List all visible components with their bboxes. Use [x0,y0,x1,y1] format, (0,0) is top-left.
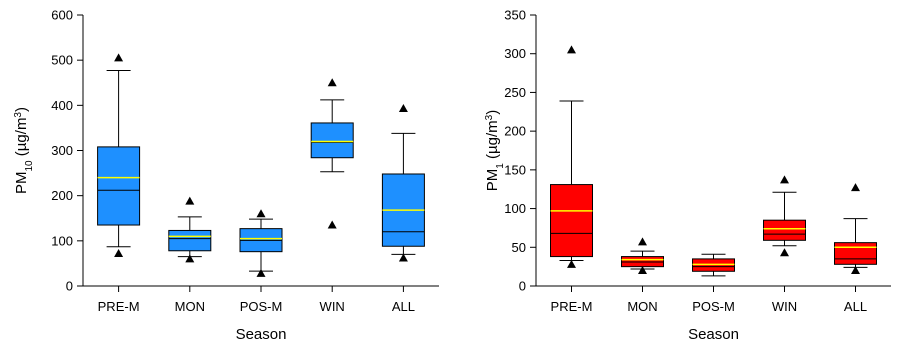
box-win [763,175,806,257]
x-tick-label: POS-M [240,299,283,314]
y-axis-title-close: ) [13,107,30,112]
upper-outlier-marker [185,196,195,205]
lower-outlier-marker [185,254,195,263]
y-tick-label: 200 [504,124,526,139]
y-tick-label: 0 [66,279,73,294]
box-mon [168,196,212,263]
upper-outlier-marker [638,237,647,246]
x-tick-label: MON [627,299,657,314]
x-tick-label: PRE-M [98,299,140,314]
x-tick-label: WIN [772,299,797,314]
interquartile-box [834,242,877,265]
x-tick-label: MON [175,299,205,314]
upper-outlier-marker [780,175,789,184]
lower-outlier-marker [327,220,337,229]
box-mon [621,237,664,275]
box-pre-m [550,45,593,268]
lower-outlier-marker [256,268,266,277]
chart-panel-1: 0 100 200 300 400 500 600 PRE-M MON POS-M WIN ALL Se… [13,8,439,341]
x-tick-label: WIN [320,299,345,314]
y-axis-title: PM10 (µg/m3) [13,107,35,194]
upper-outlier-marker [851,183,860,192]
lower-outlier-marker [780,248,789,257]
y-tick-label: 100 [504,201,526,216]
box-win [310,78,354,229]
interquartile-box [310,122,354,159]
box-all [834,183,877,275]
y-axis-title-main: PM [484,169,501,192]
y-tick-label: 400 [51,98,73,113]
y-axis-title-close: ) [484,110,501,115]
y-tick-label: 150 [504,162,526,177]
interquartile-box [692,258,735,272]
x-axis-title: Season [688,326,739,341]
box-all [381,103,425,262]
x-tick-label: POS-M [692,299,735,314]
interquartile-box [168,229,212,252]
y-tick-label: 500 [51,53,73,68]
y-tick-label: 100 [51,233,73,248]
y-axis-title-superscript: 3 [13,112,24,118]
y-tick-label: 200 [51,188,73,203]
upper-outlier-marker [398,103,408,112]
y-tick-label: 300 [51,143,73,158]
upper-outlier-marker [114,53,124,62]
lower-outlier-marker [638,266,647,275]
x-tick-label: PRE-M [551,299,593,314]
y-axis-title-superscript: 3 [484,114,495,120]
y-tick-label: 600 [51,8,73,23]
y-axis-title-subscript: 10 [24,160,35,172]
upper-outlier-marker [567,45,576,54]
y-axis-title-main: PM [13,172,30,195]
interquartile-box [763,219,806,241]
x-axis-title: Season [236,326,287,341]
lower-outlier-marker [398,253,408,262]
lower-outlier-marker [114,248,124,257]
lower-outlier-marker [567,259,576,268]
box-pos-m [239,209,283,277]
upper-outlier-marker [256,209,266,218]
box-pos-m [692,253,735,277]
y-tick-label: 0 [519,279,526,294]
y-tick-label: 50 [512,240,526,255]
box-pre-m [97,53,141,257]
lower-outlier-marker [851,266,860,275]
y-tick-label: 250 [504,85,526,100]
y-tick-label: 350 [504,8,526,23]
chart-panel-2: 0 50 100 150 200 250 300 350 PRE-M MON POS-M WIN ALL… [484,8,891,341]
interquartile-box [550,184,593,258]
y-axis-title-unit: (µg/m [484,120,501,163]
x-tick-label: ALL [392,299,415,314]
y-axis-title: PM1 (µg/m3) [484,110,506,191]
y-tick-label: 300 [504,46,526,61]
y-axis-title-subscript: 1 [495,163,506,169]
upper-outlier-marker [327,78,337,87]
x-tick-label: ALL [844,299,867,314]
interquartile-box [97,146,141,226]
y-axis-title-unit: (µg/m [13,118,30,161]
